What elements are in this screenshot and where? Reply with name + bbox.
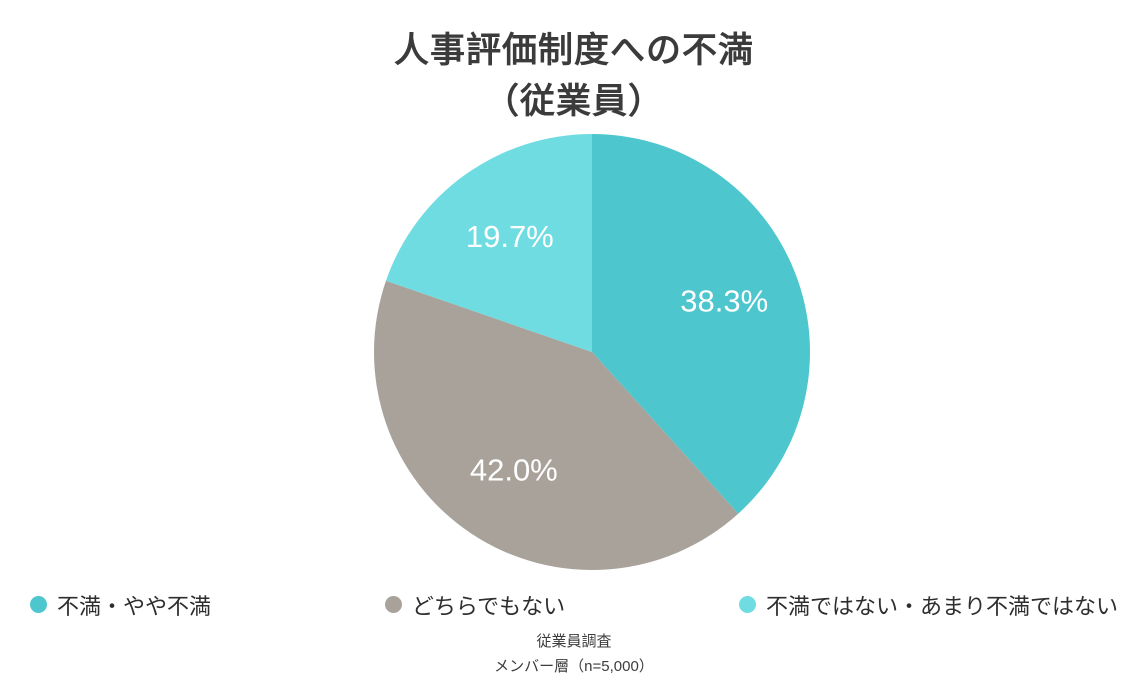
legend-item-0: 不満・やや不満 [30,589,211,621]
pie-slice-label-1: 42.0% [470,452,558,487]
legend-label: 不満・やや不満 [57,593,212,619]
pie-slice-0 [592,133,811,514]
legend-dot-icon [738,596,756,613]
source-caption: 従業員調査 メンバー層（n=5,000） [494,629,654,680]
pie-chart-area: 38.3% 42.0% 19.7% [372,132,812,577]
legend-item-2: 不満ではない・あまり不満ではない [738,589,1118,621]
legend-dot-icon [30,596,47,613]
source-line-2: メンバー層（n=5,000） [494,658,654,675]
legend-label: どちらでもない [411,593,566,619]
pie-slice-2 [385,133,592,352]
pie-slice-label-0: 38.3% [680,283,768,318]
source-line-1: 従業員調査 [536,632,612,650]
pie-slice-1 [374,280,739,570]
chart-subtitle: （従業員） [483,81,664,121]
chart-title: 人事評価制度への不満 [393,31,754,70]
pie-chart: 38.3% 42.0% 19.7% [374,133,811,570]
legend-item-1: どちらでもない [384,589,566,621]
legend: 不満・やや不満 どちらでもない 不満ではない・あまり不満ではない [30,589,1118,621]
pie-slice-label-2: 19.7% [466,219,554,254]
legend-dot-icon [384,596,402,613]
legend-label: 不満ではない・あまり不満ではない [765,593,1118,619]
title-block: 人事評価制度への不満 （従業員） [394,26,754,128]
